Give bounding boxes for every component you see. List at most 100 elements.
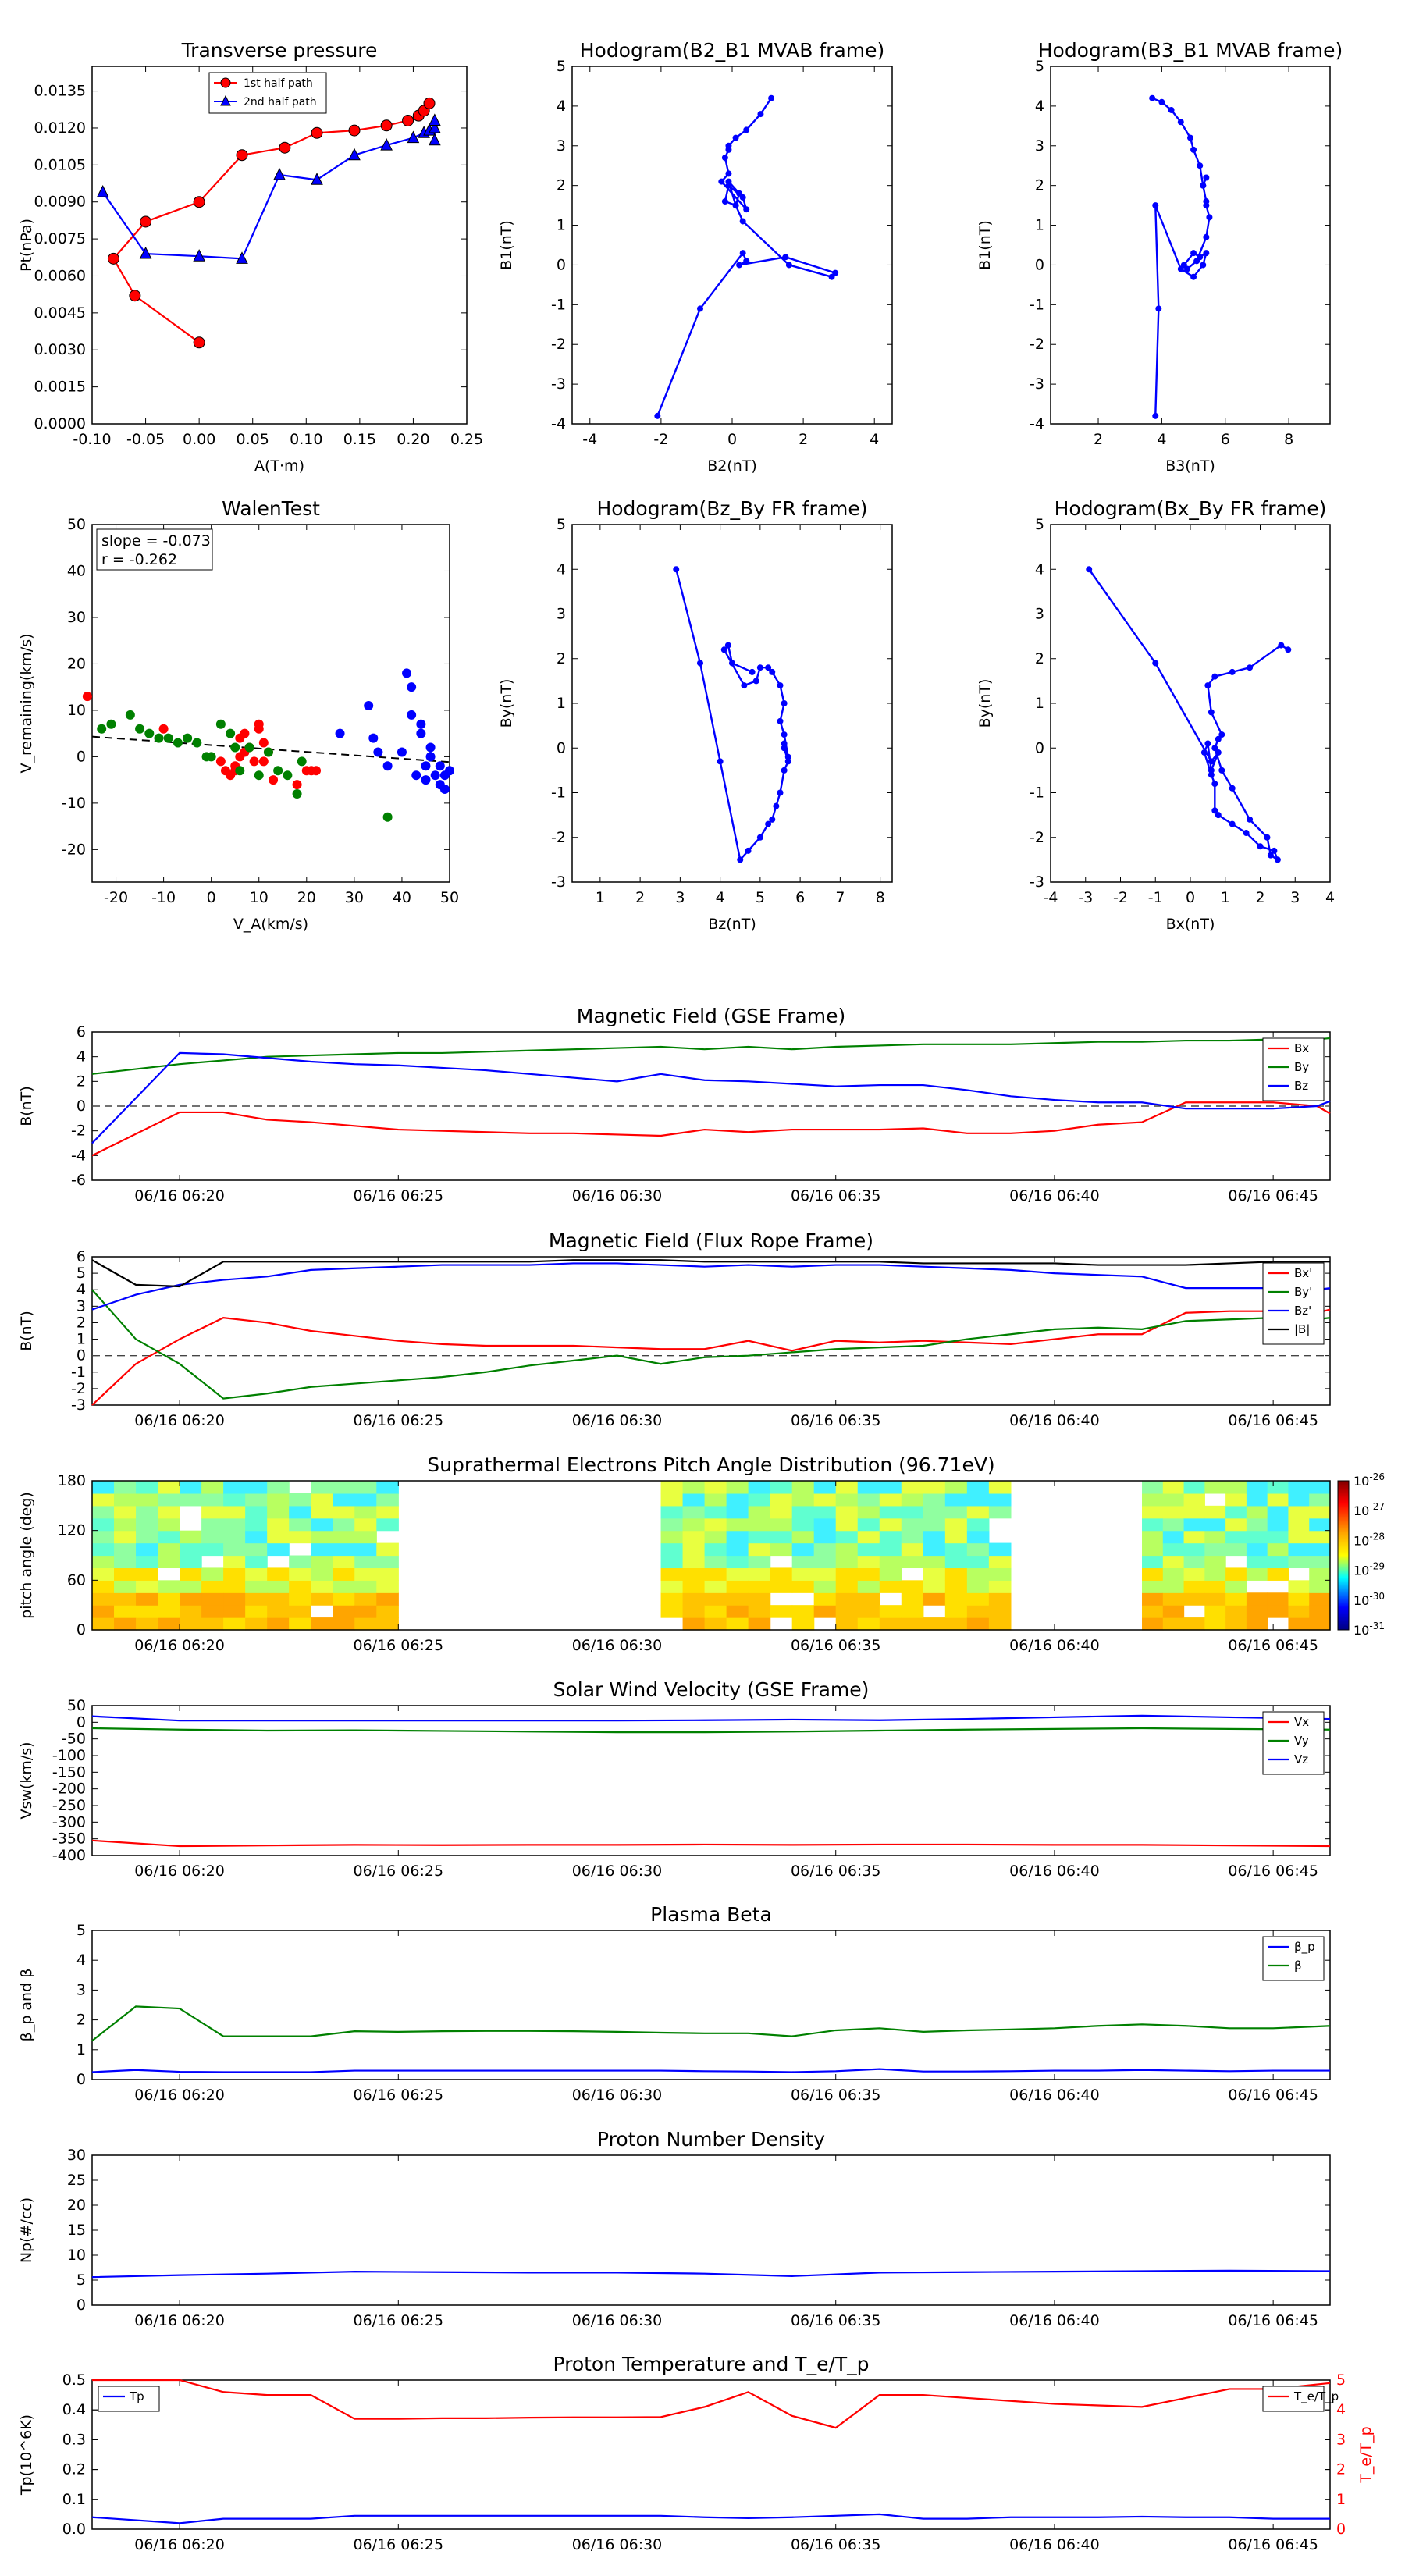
heatmap-cell (748, 1567, 771, 1581)
scatter-point-green (297, 756, 307, 767)
heatmap-cell (988, 1605, 1012, 1618)
annotation-text: r = -0.262 (101, 551, 177, 568)
heatmap-cell (1225, 1493, 1247, 1507)
y-tick-label: 0.0135 (34, 83, 86, 100)
y-tick-label: -250 (52, 1797, 86, 1814)
scatter-point-blue (335, 728, 345, 738)
legend-box (1262, 1936, 1325, 1981)
heatmap-cell (289, 1555, 311, 1569)
legend-label: Tp (129, 2389, 144, 2403)
y-tick-label: -2 (71, 1123, 86, 1140)
heatmap-cell (835, 1567, 859, 1581)
scatter-point-green (163, 733, 173, 743)
y-tick-label: 40 (67, 562, 86, 579)
heatmap-cell (813, 1505, 837, 1519)
heatmap-cell (770, 1517, 793, 1532)
heatmap-cell (879, 1580, 902, 1593)
y-tick-label: 0 (1035, 739, 1044, 756)
heatmap-cell (682, 1617, 706, 1631)
data-point (1208, 758, 1215, 765)
y-tick-label: 0.0075 (34, 230, 86, 247)
heatmap-cell (267, 1505, 290, 1519)
y-axis-label: By(nT) (498, 679, 515, 728)
heatmap-cell (944, 1555, 968, 1569)
x-tick-label: 06/16 06:45 (1228, 2087, 1318, 2104)
heatmap-cell (1309, 1567, 1331, 1581)
data-point (1200, 749, 1208, 756)
heatmap-cell (376, 1555, 399, 1569)
chart-bfr: Magnetic Field (Flux Rope Frame) -3-2-101… (18, 1229, 1331, 1429)
heatmap-cell (1225, 1580, 1247, 1593)
y-tick-label: -1 (1030, 785, 1044, 802)
heatmap-cell (857, 1481, 880, 1494)
y-tick-label: -1 (551, 785, 566, 802)
x-tick-label: 06/16 06:45 (1228, 1863, 1318, 1880)
data-point (1215, 735, 1222, 742)
chart-title: Magnetic Field (Flux Rope Frame) (549, 1229, 873, 1252)
series-line-|B| (91, 1259, 1330, 1288)
y-tick-label: 6 (76, 1248, 86, 1265)
heatmap-cell (289, 1493, 311, 1507)
y-tick-label: -20 (62, 841, 86, 858)
heatmap-cell (245, 1530, 268, 1544)
data-point (1152, 202, 1159, 209)
y-tick-label: -4 (71, 1147, 86, 1164)
heatmap-cell (1142, 1542, 1164, 1557)
heatmap-cell (726, 1592, 749, 1606)
heatmap-cell (354, 1592, 377, 1606)
y-tick-label: 0.0060 (34, 267, 86, 284)
y-tick-label: 5 (76, 1265, 86, 1282)
heatmap-cell (944, 1580, 968, 1593)
x-tick-label: 10 (250, 889, 269, 906)
heatmap-cell (92, 1592, 115, 1606)
colorbar-tick-label: 10-30 (1353, 1591, 1385, 1608)
data-point (1183, 265, 1190, 272)
heatmap-cell (136, 1580, 158, 1593)
y-tick-label: 0.1 (62, 2491, 86, 2508)
heatmap-cell (988, 1481, 1012, 1494)
heatmap-cell (354, 1605, 377, 1618)
heatmap-cell (988, 1592, 1012, 1606)
heatmap-cell (682, 1505, 706, 1519)
heatmap-cell (158, 1605, 180, 1618)
heatmap-cell (1183, 1567, 1205, 1581)
heatmap-cell (835, 1617, 859, 1631)
heatmap-cell (311, 1580, 333, 1593)
y-tick-label: -3 (1030, 873, 1044, 891)
y-tick-label: 4 (1035, 560, 1044, 578)
heatmap-cell (660, 1493, 684, 1507)
y-tick-label: -10 (62, 795, 86, 812)
heatmap-cell (944, 1605, 968, 1618)
heatmap-cell (879, 1493, 902, 1507)
heatmap-cell (857, 1555, 880, 1569)
y-tick-label: 4 (557, 560, 566, 578)
heatmap-cell (660, 1517, 684, 1532)
y-tick-label: -1 (551, 296, 566, 313)
heatmap-cell (1162, 1567, 1185, 1581)
y-tick-label: 2 (1035, 177, 1044, 194)
heatmap-cell (966, 1505, 990, 1519)
x-tick-label: 06/16 06:20 (134, 1863, 225, 1880)
heatmap-cell (726, 1505, 749, 1519)
heatmap-cell (1142, 1530, 1164, 1544)
x-tick-label: 06/16 06:25 (354, 1863, 444, 1880)
heatmap-cell (311, 1617, 333, 1631)
y-tick-label: 3 (557, 606, 566, 623)
heatmap-cell (879, 1555, 902, 1569)
heatmap-cell (879, 1517, 902, 1532)
data-point (1177, 119, 1184, 126)
colorbar-tick-base: 10 (1353, 1474, 1369, 1489)
x-tick-label: -20 (104, 889, 128, 906)
heatmap-cell (660, 1580, 684, 1593)
data-point (756, 664, 763, 671)
heatmap-cell (879, 1542, 902, 1557)
heatmap-cell (267, 1580, 290, 1593)
data-point (1229, 785, 1236, 792)
heatmap-cell (704, 1592, 727, 1606)
heatmap-cell (1246, 1542, 1268, 1557)
y-tick-label: 30 (67, 2147, 86, 2164)
heatmap-cell (660, 1605, 684, 1618)
data-point (1243, 830, 1250, 837)
data-point (1155, 305, 1162, 312)
heatmap-cell (901, 1555, 924, 1569)
